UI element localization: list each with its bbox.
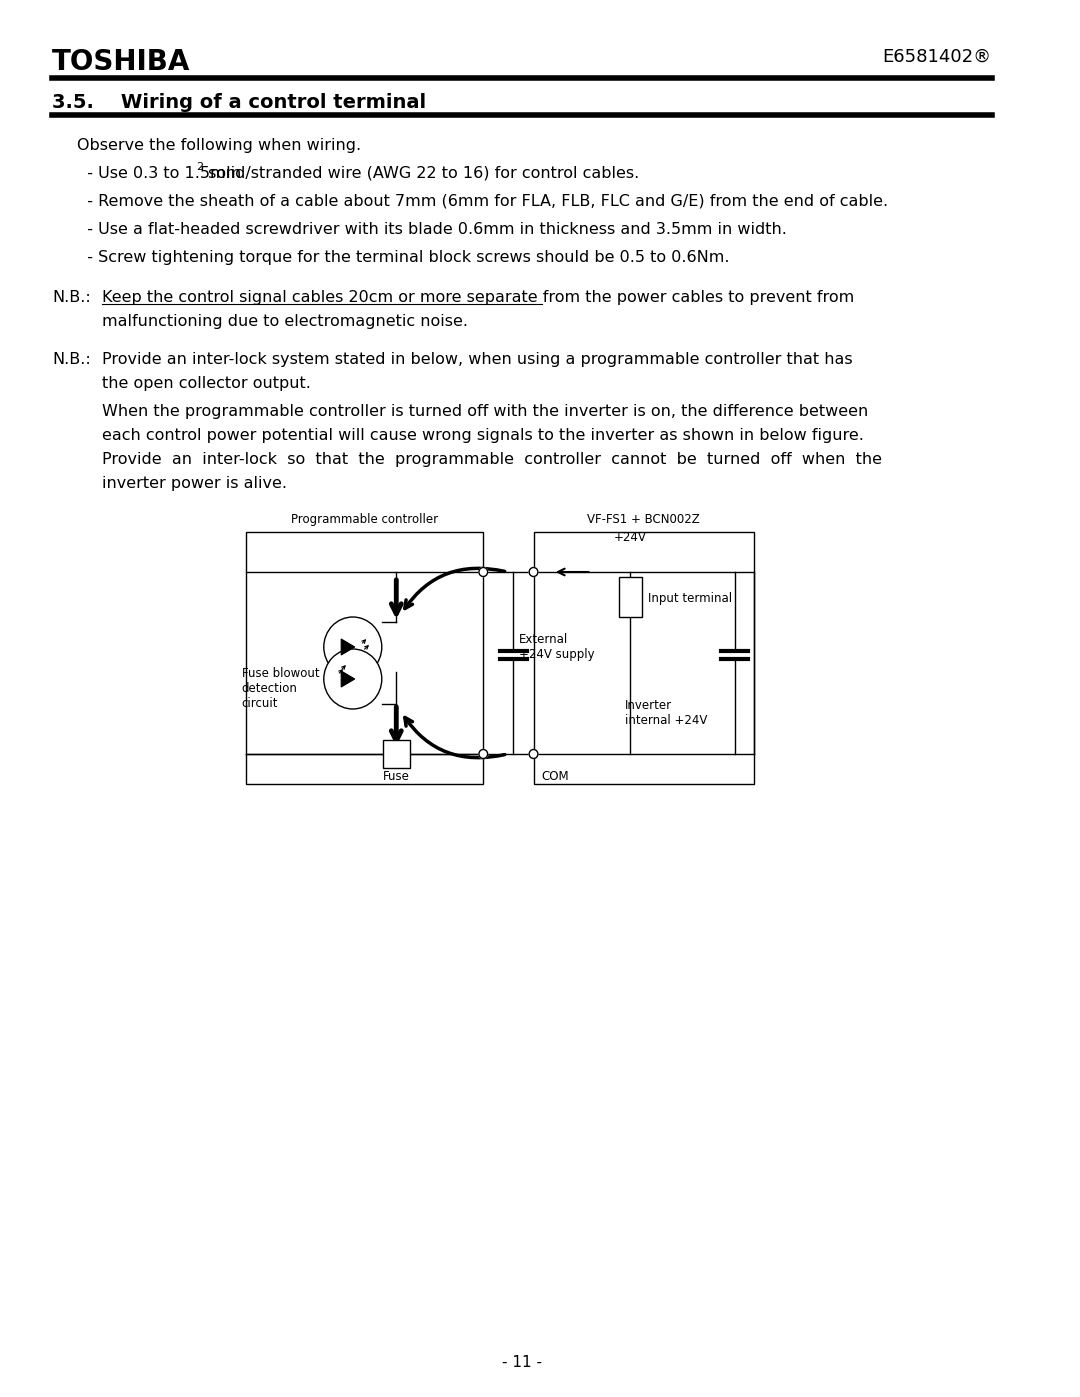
Text: - Use a flat-headed screwdriver with its blade 0.6mm in thickness and 3.5mm in w: - Use a flat-headed screwdriver with its… (78, 222, 787, 237)
Text: COM: COM (541, 770, 569, 782)
Bar (246, 532, 483, 784)
Text: malfunctioning due to electromagnetic noise.: malfunctioning due to electromagnetic no… (103, 314, 469, 330)
Text: - Remove the sheath of a cable about 7mm (6mm for FLA, FLB, FLC and G/E) from th: - Remove the sheath of a cable about 7mm… (78, 194, 889, 210)
Text: each control power potential will cause wrong signals to the inverter as shown i: each control power potential will cause … (103, 427, 864, 443)
Circle shape (478, 567, 488, 577)
Text: Observe the following when wiring.: Observe the following when wiring. (78, 138, 362, 154)
Bar (382, 740, 409, 768)
Text: N.B.:: N.B.: (52, 291, 91, 305)
Text: Fuse blowout
detection
circuit: Fuse blowout detection circuit (242, 666, 320, 710)
Circle shape (324, 617, 382, 678)
Text: E6581402®: E6581402® (882, 47, 991, 66)
Bar (534, 532, 754, 784)
Circle shape (324, 650, 382, 710)
Text: N.B.:: N.B.: (52, 352, 91, 367)
Text: External
+24V supply: External +24V supply (519, 633, 595, 661)
Text: Provide an inter-lock system stated in below, when using a programmable controll: Provide an inter-lock system stated in b… (103, 352, 853, 367)
Text: When the programmable controller is turned off with the inverter is on, the diff: When the programmable controller is turn… (103, 404, 868, 419)
Text: Input terminal: Input terminal (648, 592, 732, 605)
Text: Inverter
internal +24V: Inverter internal +24V (625, 698, 707, 726)
Text: - 11 -: - 11 - (502, 1355, 542, 1370)
Circle shape (529, 567, 538, 577)
Text: inverter power is alive.: inverter power is alive. (103, 476, 287, 490)
Text: solid/stranded wire (AWG 22 to 16) for control cables.: solid/stranded wire (AWG 22 to 16) for c… (203, 166, 639, 182)
Text: VF-FS1 + BCN002Z: VF-FS1 + BCN002Z (588, 513, 700, 527)
Polygon shape (341, 638, 354, 655)
Text: Fuse: Fuse (382, 770, 409, 782)
Text: Keep the control signal cables 20cm or more separate from the power cables to pr: Keep the control signal cables 20cm or m… (103, 291, 854, 305)
Circle shape (529, 750, 538, 759)
Text: - Screw tightening torque for the terminal block screws should be 0.5 to 0.6Nm.: - Screw tightening torque for the termin… (78, 250, 730, 265)
Text: the open collector output.: the open collector output. (103, 376, 311, 391)
Polygon shape (341, 671, 354, 687)
Bar (619, 577, 642, 617)
Text: 3.5.    Wiring of a control terminal: 3.5. Wiring of a control terminal (52, 94, 427, 112)
Circle shape (478, 750, 488, 759)
Text: Provide  an  inter-lock  so  that  the  programmable  controller  cannot  be  tu: Provide an inter-lock so that the progra… (103, 453, 882, 467)
Text: +24V: +24V (613, 531, 647, 543)
Text: 2: 2 (197, 162, 203, 172)
Text: Programmable controller: Programmable controller (291, 513, 438, 527)
Text: TOSHIBA: TOSHIBA (52, 47, 190, 75)
Text: - Use 0.3 to 1.5mm: - Use 0.3 to 1.5mm (78, 166, 242, 182)
